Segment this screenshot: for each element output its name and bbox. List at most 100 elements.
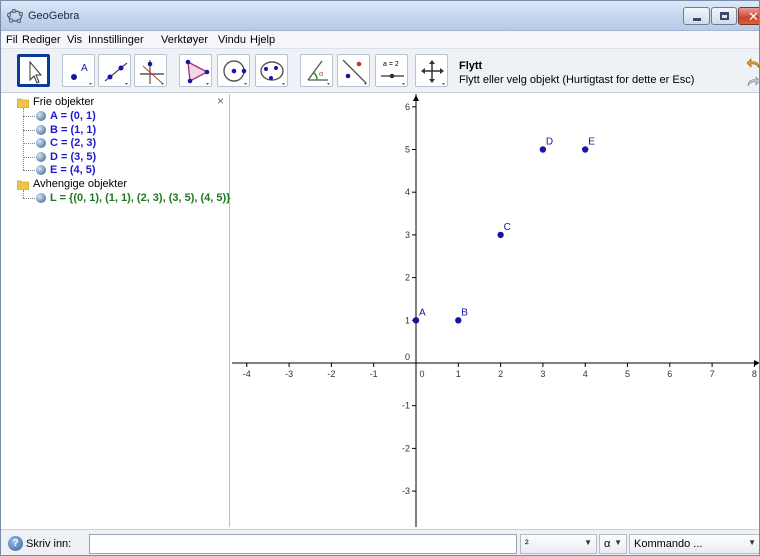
folder-icon (17, 180, 29, 190)
close-icon: ✕ (748, 9, 759, 24)
greek-dropdown[interactable]: α ▼ (599, 534, 627, 554)
point-label: B (461, 307, 468, 318)
chevron-down-icon: ▼ (584, 538, 592, 547)
input-field[interactable] (89, 534, 517, 554)
algebra-view: × Frie objekter A = (0, 1) B = (1, 1) C = … (11, 94, 230, 527)
close-window-button[interactable]: ✕ (738, 7, 759, 25)
point-d[interactable] (539, 146, 547, 153)
slider-tool-icon (381, 73, 405, 85)
move-arrow-icon (29, 60, 43, 84)
x-tick-label: -4 (243, 369, 251, 379)
algebra-view-close-icon[interactable]: × (217, 94, 225, 108)
window-title: GeoGebra (28, 10, 80, 22)
visibility-toggle-icon[interactable] (36, 138, 46, 148)
reflect-tool-icon (342, 59, 367, 85)
tree-connector (23, 116, 35, 117)
perpendicular-tool-icon (140, 60, 164, 85)
point-label: E (588, 137, 595, 148)
tool-reflect[interactable] (337, 54, 370, 87)
visibility-toggle-icon[interactable] (36, 111, 46, 121)
y-tick-label: -3 (402, 486, 410, 496)
tool-slider[interactable]: a = 2 (375, 54, 408, 87)
x-tick-label: 3 (540, 369, 545, 379)
x-tick-label: 5 (625, 369, 630, 379)
point-label: C (504, 222, 511, 233)
menu-innstillinger[interactable]: Innstillinger (88, 34, 144, 46)
y-axis-arrow (413, 95, 419, 101)
y-tick-label: 2 (405, 273, 410, 283)
tool-perpendicular[interactable] (134, 54, 167, 87)
tree-connector (23, 198, 35, 199)
tool-polygon[interactable] (179, 54, 212, 87)
tool-line[interactable] (98, 54, 131, 87)
x-tick-label: -1 (370, 369, 378, 379)
maximize-button[interactable] (711, 7, 737, 25)
graphics-view[interactable]: -4 -3 -2 -1 0 1 2 3 4 5 6 7 8 -3 -2 -1 0 1 2 3 4 5 6 A B C D E (232, 94, 760, 527)
folder-icon (17, 98, 29, 108)
command-dropdown[interactable]: Kommando ... ▼ (629, 534, 759, 554)
free-object-definition: B = (1, 1) (50, 123, 97, 136)
y-tick-label: 5 (405, 145, 410, 155)
y-tick-label: 1 (405, 315, 410, 325)
active-tool-name: Flytt (459, 60, 483, 72)
input-label: Skriv inn: (26, 538, 72, 550)
coordinate-plot[interactable]: -4 -3 -2 -1 0 1 2 3 4 5 6 7 8 -3 -2 -1 0 1 2 3 4 5 6 A B C D E (232, 94, 760, 527)
visibility-toggle-icon[interactable] (36, 124, 46, 135)
tree-line (23, 108, 24, 170)
svg-text:α: α (319, 69, 324, 78)
point-c[interactable] (497, 231, 504, 239)
menu-fil[interactable]: Fil (6, 34, 18, 46)
tool-ellipse[interactable] (255, 54, 288, 87)
point-e[interactable] (582, 146, 589, 153)
x-tick-label: 4 (583, 369, 588, 379)
visibility-toggle-icon[interactable] (36, 165, 46, 175)
svg-text:A: A (81, 63, 88, 74)
slider-tool-label: a = 2 (383, 61, 399, 68)
visibility-toggle-icon[interactable] (36, 193, 46, 203)
point-a[interactable] (412, 317, 420, 324)
menu-rediger[interactable]: Rediger (22, 34, 61, 46)
x-tick-label: -3 (285, 369, 293, 379)
angle-tool-icon: α (307, 60, 330, 85)
menu-vis[interactable]: Vis (67, 34, 83, 46)
visibility-toggle-icon[interactable] (36, 151, 46, 162)
symbol-dropdown[interactable]: ² ▼ (520, 534, 597, 554)
line-tool-icon (104, 62, 128, 85)
input-bar: ? Skriv inn: ² ▼ α ▼ Kommando ... ▼ (1, 529, 759, 555)
dependent-object-definition: L = {(0, 1), (1, 1), (2, 3), (3, 5), (4,… (50, 192, 231, 204)
menu-hjelp[interactable]: Hjelp (250, 34, 276, 46)
free-object-definition: C = (2, 3) (50, 137, 97, 149)
input-help-icon[interactable]: ? (8, 536, 23, 551)
maximize-icon (720, 12, 729, 20)
point-label: A (419, 307, 426, 318)
polygon-tool-icon (185, 59, 210, 85)
tool-point[interactable]: A (62, 54, 95, 87)
tool-circle[interactable] (217, 54, 250, 87)
minimize-button[interactable] (683, 7, 710, 25)
dependent-objects-header[interactable]: Avhengige objekter (33, 178, 127, 190)
free-objects-header[interactable]: Frie objekter (33, 96, 95, 108)
ellipse-tool-icon (260, 61, 285, 85)
menu-vindu[interactable]: Vindu (218, 34, 246, 46)
undo-icon[interactable] (746, 56, 760, 71)
x-tick-label: 6 (667, 369, 672, 379)
point-tool-icon: A (71, 63, 92, 85)
tree-connector (23, 156, 35, 158)
y-tick-label: 3 (405, 230, 410, 240)
tool-angle[interactable]: α (300, 54, 333, 87)
x-tick-label: 7 (710, 369, 715, 379)
y-tick-label: 6 (405, 102, 410, 112)
point-b[interactable] (455, 317, 462, 324)
active-tool-description: Flytt eller velg objekt (Hurtigtast for … (459, 74, 695, 86)
chevron-down-icon: ▼ (614, 538, 622, 547)
circle-tool-icon (223, 60, 247, 85)
redo-icon[interactable] (746, 74, 760, 89)
menu-bar: Fil Rediger Vis Innstillinger Verktøyer … (1, 31, 759, 49)
x-tick-label: 2 (498, 369, 503, 379)
y-tick-label: -2 (402, 443, 410, 453)
x-tick-label: 1 (456, 369, 461, 379)
tool-move[interactable] (17, 54, 50, 87)
title-bar: GeoGebra ✕ (1, 1, 759, 31)
tool-move-view[interactable] (415, 54, 448, 87)
menu-verktoyer[interactable]: Verktøyer (161, 34, 209, 46)
